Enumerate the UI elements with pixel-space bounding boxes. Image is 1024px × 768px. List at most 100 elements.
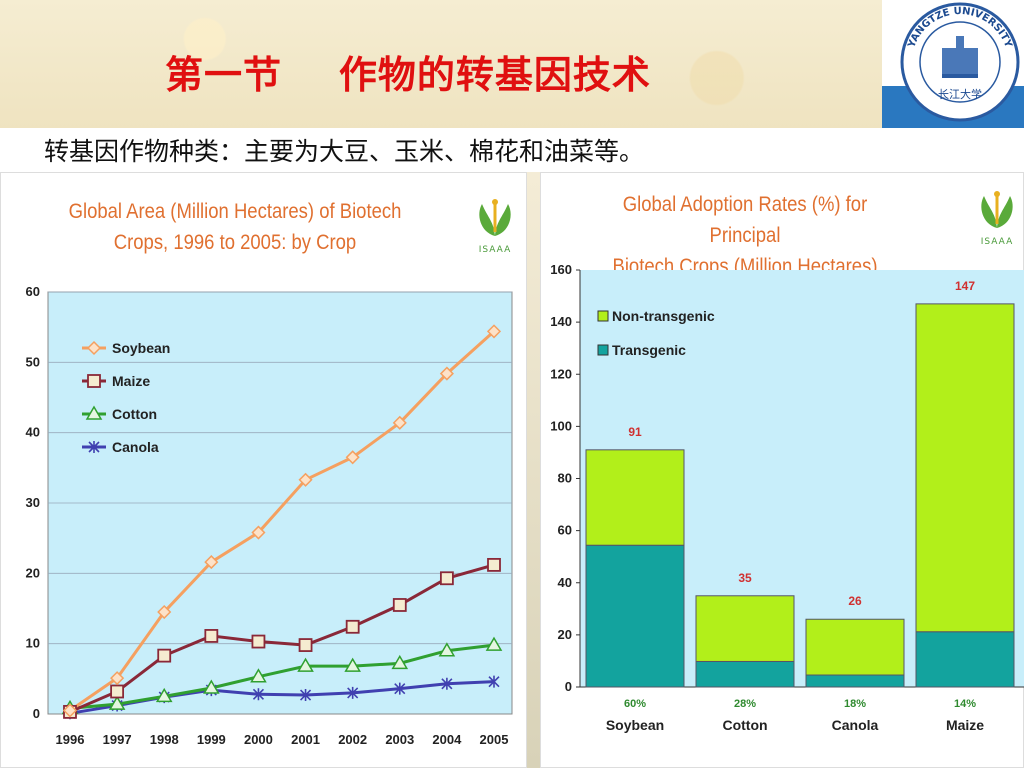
line-point-soybean: [298, 472, 313, 487]
bar-y-tick-label: 140: [550, 314, 572, 329]
line-point-cotton: [438, 642, 456, 657]
bar-total-label: 26: [848, 594, 862, 608]
line-point-canola: [252, 688, 265, 701]
line-x-tick-label: 2001: [291, 732, 320, 747]
line-point-cotton: [297, 657, 314, 672]
line-point-maize: [298, 638, 313, 652]
bar-total-label: 91: [628, 425, 642, 439]
bar-adoption-pct-label: 60%: [624, 698, 646, 710]
line-x-tick-label: 2004: [432, 732, 462, 747]
bar-y-tick-label: 40: [558, 575, 572, 590]
line-point-maize: [439, 571, 454, 586]
slide-title: 第一节 作物的转基因技术: [165, 52, 651, 97]
line-y-tick-label: 20: [26, 565, 40, 580]
line-y-tick-label: 10: [26, 636, 40, 651]
bar-adoption-pct-label: 18%: [844, 698, 866, 710]
bar-y-tick-label: 100: [550, 418, 572, 433]
line-point-soybean: [486, 324, 502, 339]
line-point-soybean: [157, 604, 172, 620]
bar-total-label: 147: [955, 279, 975, 293]
line-series-cotton: [69, 643, 495, 710]
line-x-tick-label: 1996: [56, 732, 85, 747]
bar-y-tick-label: 80: [558, 471, 572, 486]
line-point-canola: [394, 682, 406, 695]
legend-label-maize: Maize: [112, 373, 150, 389]
line-point-soybean: [392, 415, 407, 430]
line-series-maize: [69, 563, 495, 714]
line-point-maize: [487, 557, 501, 572]
line-x-tick-label: 1997: [103, 732, 132, 747]
line-point-maize: [204, 629, 219, 643]
isaaa-logo-icon: ISAAA: [479, 199, 511, 255]
bar-segment-non-transgenic: [585, 449, 685, 546]
bar-category-label: Maize: [946, 717, 984, 733]
bar-legend-label-non-transgenic: Non-transgenic: [612, 308, 715, 324]
bar-category-label: Soybean: [606, 717, 664, 733]
line-y-tick-label: 50: [26, 354, 40, 369]
line-point-maize: [345, 619, 360, 634]
line-point-canola: [488, 675, 500, 688]
bar-y-tick-label: 60: [558, 523, 572, 538]
slide-subtitle: 转基因作物种类：主要为大豆、玉米、棉花和油菜等。: [44, 137, 645, 166]
line-point-soybean: [86, 340, 102, 356]
bar-segment-non-transgenic: [695, 595, 795, 662]
bar-segment-non-transgenic: [915, 303, 1015, 633]
line-point-cotton: [485, 636, 503, 651]
line-y-tick-label: 40: [26, 425, 40, 440]
line-series-soybean: [69, 330, 496, 712]
bar-chart: 0 20 40 60 80 100 120 140 160 91 60% Soybean 35 28% Co…: [550, 262, 1024, 733]
bar-adoption-pct-label: 28%: [734, 698, 756, 710]
isaaa-logo-icon: ISAAA: [981, 191, 1013, 247]
bar-y-tick-label: 0: [565, 679, 572, 694]
bar-legend-swatch-transgenic: [597, 344, 609, 356]
line-point-maize: [251, 634, 266, 649]
bar-segment-non-transgenic: [805, 618, 905, 676]
line-point-canola: [441, 677, 453, 690]
legend-label-soybean: Soybean: [112, 340, 170, 356]
adoption-bar-chart-panel: Global Adoption Rates (%) for Principal …: [540, 172, 1024, 768]
line-point-maize: [392, 598, 407, 612]
panel-divider: [527, 172, 540, 768]
legend-label-canola: Canola: [112, 439, 159, 455]
line-point-soybean: [251, 525, 266, 540]
bar-segment-transgenic: [695, 660, 795, 688]
bar-total-label: 35: [738, 571, 752, 585]
line-x-tick-label: 2002: [338, 732, 367, 747]
line-point-maize: [110, 684, 125, 699]
line-x-tick-label: 2005: [480, 732, 509, 747]
line-point-cotton: [250, 668, 267, 683]
line-point-soybean: [62, 703, 78, 718]
line-point-canola: [347, 686, 359, 699]
bar-segment-transgenic: [915, 631, 1015, 688]
line-point-cotton: [155, 687, 173, 703]
bar-y-tick-label: 160: [550, 262, 572, 277]
line-x-tick-label: 2003: [385, 732, 414, 747]
line-point-maize: [157, 648, 172, 663]
line-chart-title: Global Area (Million Hectares) of Biotec…: [63, 196, 406, 258]
bar-category-label: Cotton: [722, 717, 767, 733]
bar-segment-transgenic: [805, 674, 905, 688]
line-point-cotton: [391, 654, 409, 670]
university-logo: YANGTZE UNIVERSITY 长江大学: [882, 0, 1024, 128]
bar-category-label: Canola: [832, 717, 879, 733]
line-chart: 0 10 20 30 40 50 60 1996 1997 1998 1999 2000 2001 200…: [26, 284, 513, 747]
line-point-cotton: [85, 405, 103, 420]
line-chart-title-line-1: Global Area (Million Hectares) of Biotec…: [68, 200, 402, 223]
line-point-cotton: [108, 695, 126, 710]
line-point-canola: [88, 441, 100, 453]
line-y-tick-label: 30: [26, 495, 40, 510]
line-y-tick-label: 60: [26, 284, 40, 299]
line-x-tick-label: 1998: [150, 732, 179, 747]
bar-y-tick-label: 120: [550, 366, 572, 381]
bar-legend-swatch-non-transgenic: [597, 310, 609, 322]
line-point-soybean: [204, 555, 219, 570]
line-point-canola: [299, 689, 312, 702]
line-x-tick-label: 2000: [244, 732, 273, 747]
line-x-tick-label: 1999: [197, 732, 226, 747]
bar-adoption-pct-label: 14%: [954, 698, 976, 710]
line-point-maize: [87, 374, 101, 388]
line-y-tick-label: 0: [33, 706, 40, 721]
line-point-cotton: [203, 679, 220, 694]
line-point-soybean: [345, 450, 360, 465]
legend-label-cotton: Cotton: [112, 406, 157, 422]
